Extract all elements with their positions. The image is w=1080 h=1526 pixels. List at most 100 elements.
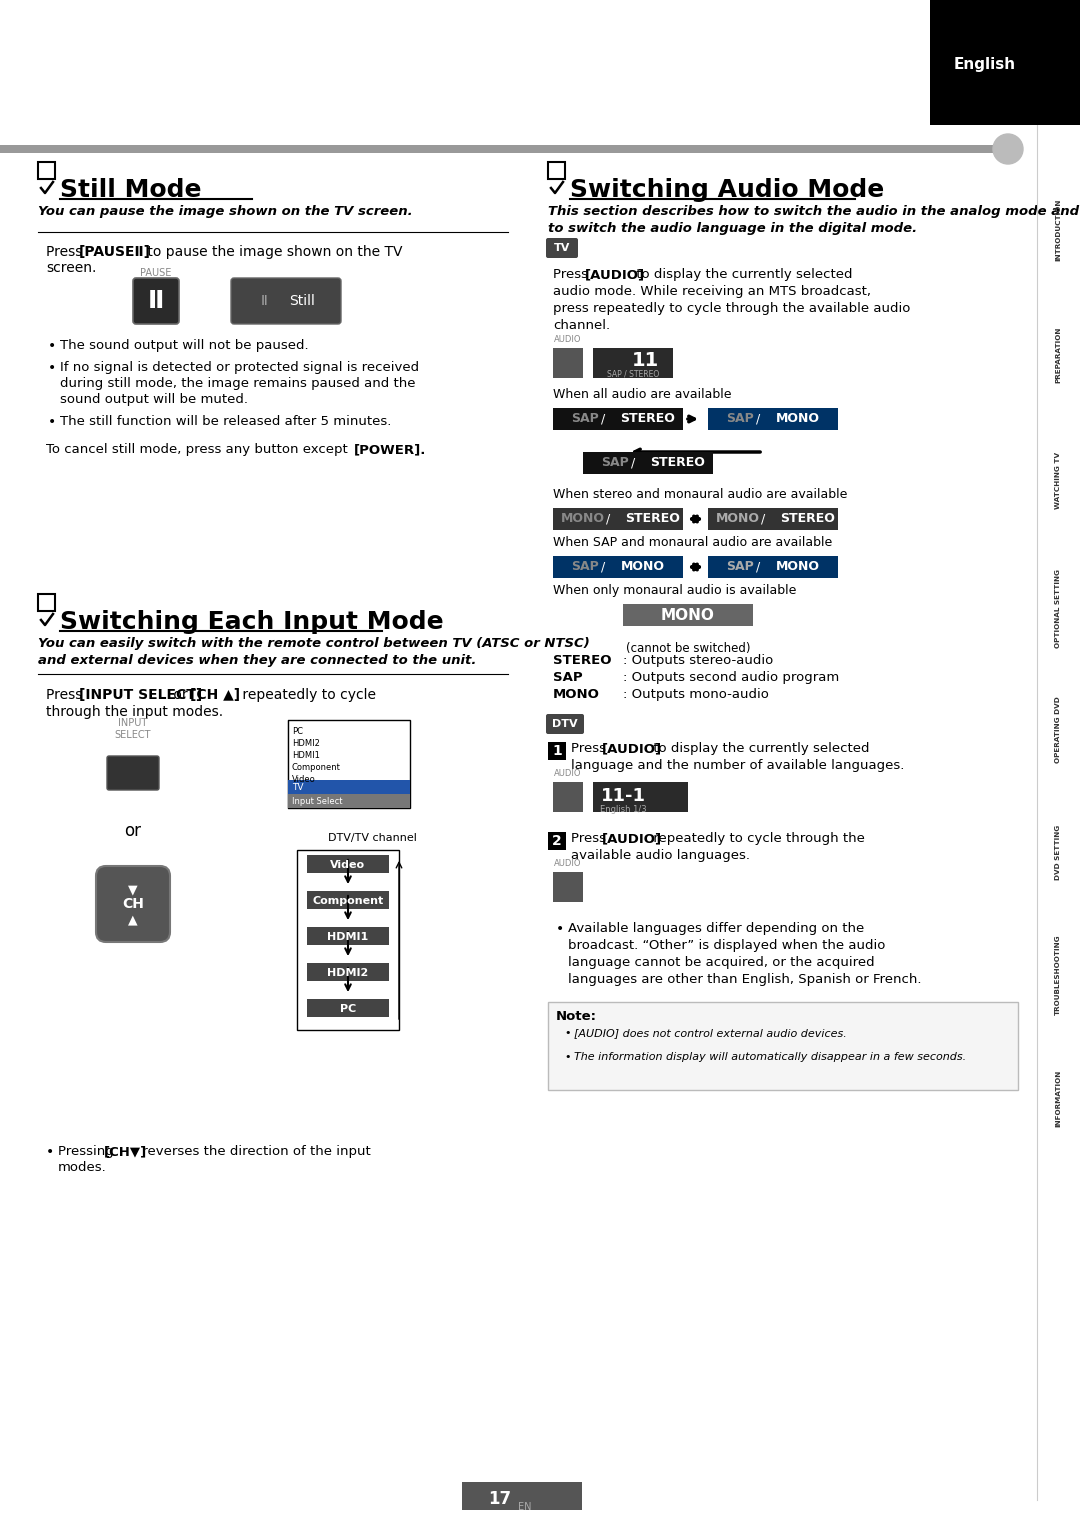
Text: channel.: channel. [553, 319, 610, 333]
Text: /: / [761, 513, 765, 525]
Text: STEREO: STEREO [625, 513, 680, 525]
Text: INPUT
SELECT: INPUT SELECT [114, 719, 151, 740]
Text: OPERATING DVD: OPERATING DVD [1055, 697, 1061, 763]
Text: Note:: Note: [556, 1010, 597, 1022]
Text: STEREO: STEREO [553, 655, 611, 667]
Text: : Outputs stereo-audio: : Outputs stereo-audio [623, 655, 773, 667]
Text: [AUDIO]: [AUDIO] [585, 269, 645, 281]
Text: repeatedly to cycle through the: repeatedly to cycle through the [649, 832, 865, 845]
Text: HDMI2: HDMI2 [327, 967, 368, 978]
Text: audio mode. While receiving an MTS broadcast,: audio mode. While receiving an MTS broad… [553, 285, 870, 298]
Text: If no signal is detected or protected signal is received: If no signal is detected or protected si… [60, 362, 419, 374]
Text: available audio languages.: available audio languages. [571, 848, 750, 862]
Text: Video: Video [330, 861, 365, 870]
Text: screen.: screen. [46, 261, 96, 275]
Text: language and the number of available languages.: language and the number of available lan… [571, 758, 904, 772]
Text: (cannot be switched): (cannot be switched) [625, 642, 751, 655]
Text: 17: 17 [488, 1489, 512, 1508]
Text: HDMI1: HDMI1 [327, 932, 368, 942]
Text: •: • [556, 922, 564, 935]
Text: This section describes how to switch the audio in the analog mode and how: This section describes how to switch the… [548, 204, 1080, 218]
Text: Press: Press [553, 269, 592, 281]
Text: WATCHING TV: WATCHING TV [1055, 452, 1061, 508]
Text: SAP: SAP [553, 671, 582, 684]
Text: PC: PC [340, 1004, 356, 1013]
Bar [0, 145, 1000, 153]
Bar [462, 1482, 582, 1511]
Text: /: / [756, 560, 760, 574]
Text: MONO: MONO [553, 688, 599, 700]
Text: To cancel still mode, press any button except: To cancel still mode, press any button e… [46, 443, 352, 456]
Text: to pause the image shown on the TV: to pause the image shown on the TV [143, 246, 403, 259]
Text: ▼: ▼ [129, 884, 138, 896]
Text: PC: PC [292, 728, 303, 737]
Bar [593, 781, 688, 812]
Text: Pressing: Pressing [58, 1144, 118, 1158]
Text: STEREO: STEREO [650, 456, 705, 470]
Text: TV: TV [292, 783, 303, 792]
Text: Ⅱ: Ⅱ [260, 295, 268, 308]
Text: The still function will be released after 5 minutes.: The still function will be released afte… [60, 415, 391, 427]
Text: /: / [600, 560, 605, 574]
Bar [38, 162, 55, 179]
Bar [288, 794, 410, 807]
Text: [AUDIO]: [AUDIO] [602, 832, 662, 845]
Bar [553, 555, 683, 578]
Text: TV: TV [554, 243, 570, 253]
Text: to display the currently selected: to display the currently selected [632, 269, 852, 281]
Text: PAUSE: PAUSE [140, 269, 172, 278]
Text: AUDIO: AUDIO [554, 859, 582, 868]
Text: modes.: modes. [58, 1161, 107, 1173]
Text: or: or [124, 823, 141, 839]
Bar [708, 555, 838, 578]
FancyBboxPatch shape [107, 755, 159, 790]
Bar [553, 871, 583, 902]
Text: Still Mode: Still Mode [60, 179, 202, 201]
Text: /: / [600, 412, 605, 426]
FancyBboxPatch shape [96, 865, 170, 942]
Text: •: • [564, 1051, 570, 1062]
Text: When only monaural audio is available: When only monaural audio is available [553, 584, 796, 597]
Text: DTV/TV channel: DTV/TV channel [328, 833, 417, 842]
Text: 11-1: 11-1 [600, 787, 646, 806]
Text: AUDIO: AUDIO [554, 336, 582, 343]
Text: When all audio are available: When all audio are available [553, 388, 731, 401]
Text: through the input modes.: through the input modes. [46, 705, 224, 719]
Text: You can easily switch with the remote control between TV (ATSC or NTSC): You can easily switch with the remote co… [38, 636, 590, 650]
Text: ▲: ▲ [129, 914, 138, 926]
Bar [307, 855, 389, 873]
Text: repeatedly to cycle: repeatedly to cycle [238, 688, 376, 702]
Bar [38, 594, 55, 610]
Text: : Outputs mono-audio: : Outputs mono-audio [623, 688, 769, 700]
Text: [AUDIO] does not control external audio devices.: [AUDIO] does not control external audio … [573, 1029, 847, 1038]
Text: Press: Press [571, 832, 610, 845]
Text: /: / [606, 513, 610, 525]
Text: SAP: SAP [726, 560, 754, 574]
Text: Input Select: Input Select [292, 797, 342, 806]
FancyBboxPatch shape [546, 238, 578, 258]
Text: SAP: SAP [571, 560, 599, 574]
Text: •: • [48, 415, 56, 429]
Text: SAP: SAP [571, 412, 599, 426]
Text: [AUDIO]: [AUDIO] [602, 742, 662, 755]
Text: DTV: DTV [552, 719, 578, 729]
Bar [307, 963, 389, 981]
Text: reverses the direction of the input: reverses the direction of the input [138, 1144, 370, 1158]
Text: to switch the audio language in the digital mode.: to switch the audio language in the digi… [548, 221, 917, 235]
Text: MONO: MONO [661, 607, 715, 623]
Bar [548, 1003, 1018, 1090]
Bar [623, 604, 753, 626]
Text: Press: Press [46, 688, 86, 702]
Text: [PAUSEⅡ]: [PAUSEⅡ] [79, 246, 151, 259]
Text: Available languages differ depending on the: Available languages differ depending on … [568, 922, 864, 935]
FancyBboxPatch shape [231, 278, 341, 324]
Text: /: / [756, 412, 760, 426]
Text: DVD SETTING: DVD SETTING [1055, 824, 1061, 879]
Text: The information display will automatically disappear in a few seconds.: The information display will automatical… [573, 1051, 967, 1062]
Text: PREPARATION: PREPARATION [1055, 327, 1061, 383]
Text: Switching Audio Mode: Switching Audio Mode [570, 179, 885, 201]
Bar [553, 407, 683, 430]
Text: TROUBLESHOOTING: TROUBLESHOOTING [1055, 935, 1061, 1015]
Text: STEREO: STEREO [781, 513, 836, 525]
Text: [CH▼]: [CH▼] [104, 1144, 147, 1158]
